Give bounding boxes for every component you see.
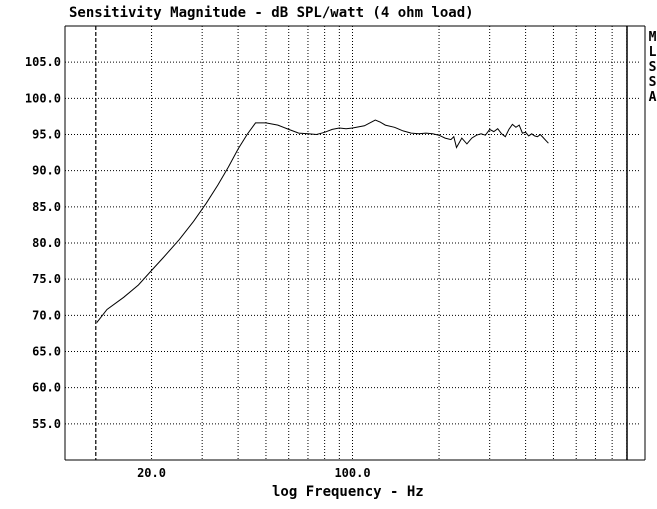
y-tick-label: 55.0 [32,417,61,431]
y-tick-label: 60.0 [32,381,61,395]
chart-title: Sensitivity Magnitude - dB SPL/watt (4 o… [69,5,474,21]
x-tick-label: 100.0 [334,466,370,480]
y-tick-labels: 55.0 60.0 65.0 70.0 75.0 80.0 85.0 90.0 95.0 100.… [25,55,61,431]
y-tick-label: 70.0 [32,308,61,322]
grid-lines [65,26,640,460]
y-tick-label: 90.0 [32,164,61,178]
y-tick-label: 100.0 [25,91,61,105]
x-tick-label: 20.0 [137,466,166,480]
y-tick-label: 80.0 [32,236,61,250]
y-tick-label: 95.0 [32,128,61,142]
x-tick-labels: 20.0 100.0 [137,466,370,480]
y-tick-label: 85.0 [32,200,61,214]
data-series [96,119,549,323]
sensitivity-line [96,119,549,323]
y-tick-label: 105.0 [25,55,61,69]
x-axis-label: log Frequency - Hz [272,484,424,500]
y-tick-label: 65.0 [32,345,61,359]
y-tick-label: 75.0 [32,272,61,286]
mlssa-side-label: MLSSA [648,30,657,105]
plot-frame [64,25,646,461]
